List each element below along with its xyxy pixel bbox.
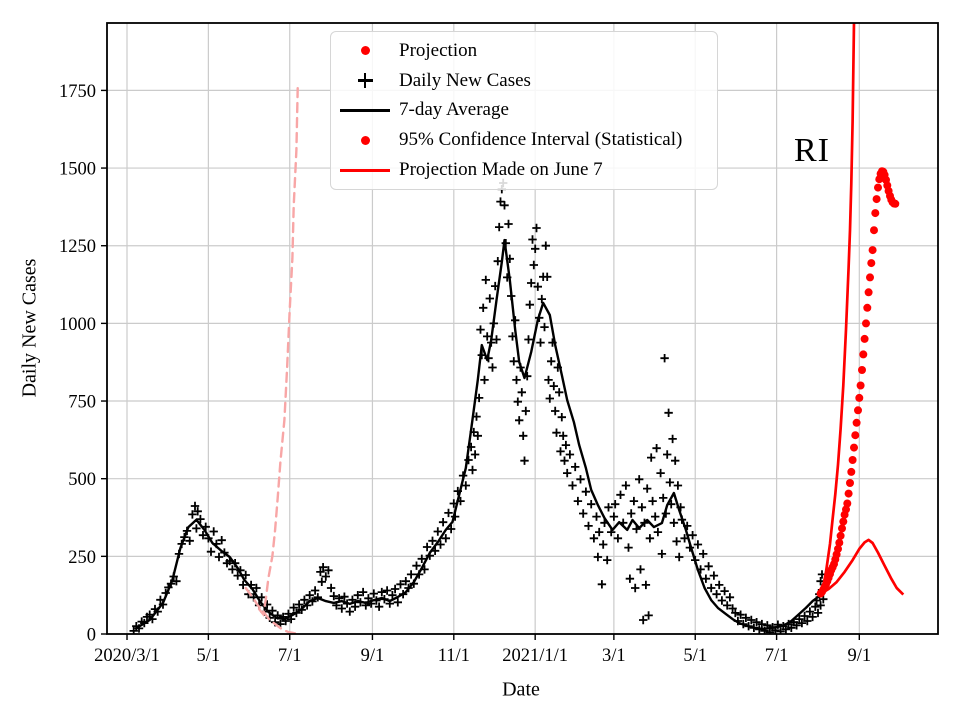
projection-dot xyxy=(866,273,874,282)
y-tick-label: 1000 xyxy=(59,315,96,335)
projection-dot xyxy=(856,381,865,390)
projection-dot xyxy=(864,288,873,297)
projection-dot xyxy=(871,209,880,218)
legend: Projection Daily New Cases 7-day Average 95… xyxy=(330,31,718,190)
legend-marker-dot-icon xyxy=(331,46,399,56)
x-tick-label: 9/1 xyxy=(847,646,871,666)
legend-item-label: Projection Made on June 7 xyxy=(399,159,603,181)
series-projection-made-on-june-7-upper-faded xyxy=(257,87,299,617)
projection-dot xyxy=(847,467,856,476)
projection-dot xyxy=(870,226,878,235)
dot-marker-icon xyxy=(360,46,370,56)
legend-item-7-day-average: 7-day Average xyxy=(331,96,717,125)
legend-item-projection-made-on-june-7: Projection Made on June 7 xyxy=(331,156,717,185)
y-tick-label: 1500 xyxy=(59,160,96,180)
projection-dot xyxy=(843,499,852,508)
annotation-ri: RI xyxy=(794,132,830,169)
legend-marker-dot-icon xyxy=(331,135,399,145)
projection-dot xyxy=(836,531,845,540)
x-tick-label: 3/1 xyxy=(602,646,626,666)
tick-marks xyxy=(101,89,861,640)
projection-dot xyxy=(844,489,853,498)
line-marker-icon xyxy=(340,108,390,112)
projection-dot xyxy=(872,195,881,204)
legend-item-projection: Projection xyxy=(331,36,717,65)
projection-dot xyxy=(858,366,866,374)
projection-dot xyxy=(834,544,842,553)
plot-spines xyxy=(106,22,939,635)
dot-marker-icon xyxy=(360,135,370,145)
legend-item-95-confidence-interval-statistical: 95% Confidence Interval (Statistical) xyxy=(331,126,717,155)
x-tick-label: 2021/1/1 xyxy=(502,646,568,666)
projection-dot xyxy=(854,406,862,415)
projection-dot xyxy=(868,246,877,255)
x-tick-label: 7/1 xyxy=(278,646,302,666)
y-tick-label: 750 xyxy=(68,393,96,413)
x-tick-label: 9/1 xyxy=(361,646,385,666)
series-7-day-average xyxy=(134,238,823,631)
projection-dot xyxy=(863,303,872,312)
x-axis-label: Date xyxy=(502,678,540,701)
x-tick-label: 5/1 xyxy=(683,646,707,666)
projection-dot xyxy=(839,517,848,526)
x-tick-label: 7/1 xyxy=(765,646,789,666)
legend-marker-line-icon xyxy=(331,108,399,112)
legend-item-label: 7-day Average xyxy=(399,99,509,121)
projection-dot xyxy=(859,350,868,359)
y-tick-label: 250 xyxy=(68,548,96,568)
y-tick-label: 1750 xyxy=(59,82,96,102)
y-tick-label: 500 xyxy=(68,470,96,490)
series-projection-made-on-june-7-lower-faded xyxy=(244,586,301,634)
series-95-confidence-interval-lower xyxy=(821,538,905,596)
projection-dot xyxy=(850,443,858,452)
projection-dot xyxy=(852,418,861,427)
projection-dot xyxy=(860,334,869,343)
series-projection xyxy=(816,167,900,598)
projection-dot xyxy=(835,538,844,547)
projection-dot xyxy=(862,319,870,328)
series-95-confidence-interval-upper xyxy=(820,23,856,594)
x-tick-label: 2020/3/1 xyxy=(94,646,160,666)
legend-item-label: 95% Confidence Interval (Statistical) xyxy=(399,129,683,151)
legend-marker-line-icon xyxy=(331,168,399,172)
y-tick-label: 0 xyxy=(87,626,96,646)
projection-dot xyxy=(848,456,857,464)
projection-dot xyxy=(846,479,854,487)
projection-dot xyxy=(838,524,846,533)
legend-item-daily-new-cases: Daily New Cases xyxy=(331,66,717,95)
legend-item-label: Daily New Cases xyxy=(399,69,531,91)
plus-marker-icon xyxy=(357,73,373,89)
line-marker-icon xyxy=(340,168,390,172)
series-daily-new-cases xyxy=(129,178,828,634)
legend-marker-plus-icon xyxy=(331,73,399,89)
projection-dot xyxy=(855,393,864,402)
y-tick-label: 1250 xyxy=(59,237,96,257)
tick-labels: 2020/3/1 5/1 7/1 9/1 11/1 2021/1/1 3/1 5/1 7/1 9/… xyxy=(59,82,871,666)
x-tick-label: 5/1 xyxy=(197,646,221,666)
y-axis-label: Daily New Cases xyxy=(18,258,41,398)
series-layer xyxy=(129,23,905,634)
projection-dot xyxy=(874,183,882,192)
x-tick-label: 11/1 xyxy=(438,646,470,666)
projection-dot xyxy=(891,199,900,208)
projection-dot xyxy=(851,431,860,440)
projection-dot xyxy=(867,259,876,268)
legend-item-label: Projection xyxy=(399,39,478,61)
